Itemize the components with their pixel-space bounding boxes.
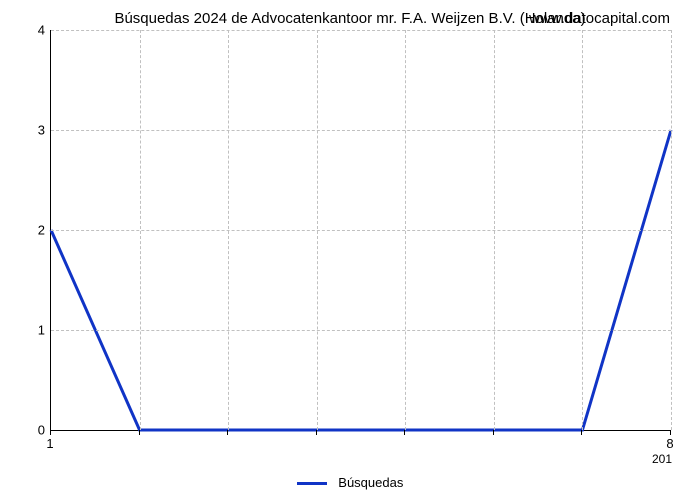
x-tick-mark (316, 430, 317, 435)
grid-line-h (51, 330, 671, 332)
chart-container: Búsquedas 2024 de Advocatenkantoor mr. F… (0, 0, 700, 500)
x-tick-mark (50, 430, 51, 435)
chart-legend: Búsquedas (0, 475, 700, 490)
grid-line-h (51, 130, 671, 132)
y-tick-label: 2 (25, 223, 45, 238)
x-tick-mark (581, 430, 582, 435)
y-tick-label: 3 (25, 123, 45, 138)
y-tick-label: 1 (25, 323, 45, 338)
x-tick-label: 1 (46, 436, 53, 451)
grid-line-h (51, 230, 671, 232)
x-tick-mark (493, 430, 494, 435)
grid-line-h (51, 30, 671, 32)
grid-line-v (671, 30, 673, 430)
x-tick-mark (139, 430, 140, 435)
y-tick-label: 4 (25, 23, 45, 38)
x-tick-label: 8 (666, 436, 673, 451)
y-tick-label: 0 (25, 423, 45, 438)
series-line (51, 130, 671, 430)
plot-area (50, 30, 671, 431)
legend-line-icon (297, 482, 327, 485)
x-sublabel: 201 (652, 452, 672, 466)
x-tick-mark (670, 430, 671, 435)
x-tick-mark (404, 430, 405, 435)
x-tick-mark (227, 430, 228, 435)
watermark: www.datocapital.com (529, 10, 670, 27)
legend-label: Búsquedas (338, 475, 403, 490)
